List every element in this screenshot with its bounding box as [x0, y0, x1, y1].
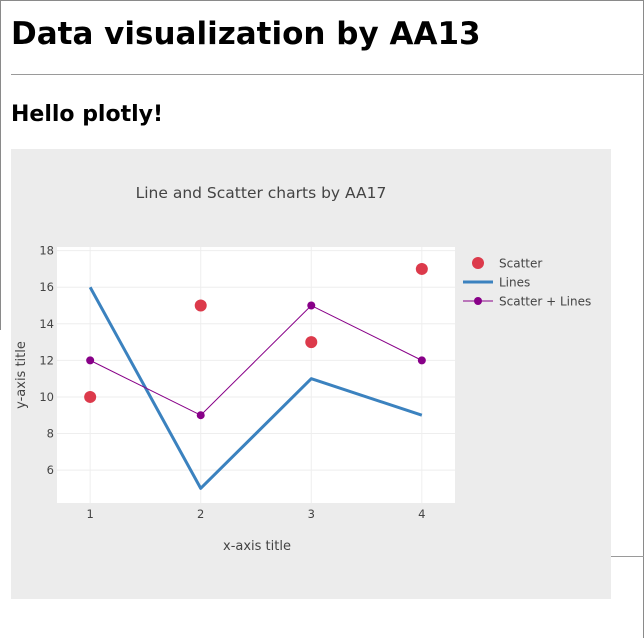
y-tick-labels: 6 8 10 12 14 16 18 — [39, 244, 54, 477]
x-tick-label: 4 — [418, 507, 425, 521]
page-subtitle: Hello plotly! — [11, 102, 164, 127]
x-axis-title: x-axis title — [223, 539, 291, 554]
y-tick-label: 14 — [39, 317, 54, 331]
horizontal-rule-secondary — [611, 556, 644, 557]
legend-marker-swatch — [474, 297, 482, 305]
series-layer — [84, 262, 428, 490]
y-tick-label: 8 — [47, 427, 54, 441]
legend-label: Scatter — [499, 257, 542, 271]
chart-legend: Scatter Lines Scatter + Lines — [463, 257, 591, 309]
legend-item-scatter[interactable]: Scatter — [472, 257, 542, 271]
series-scatter[interactable] — [84, 262, 428, 403]
window-top-border — [0, 0, 643, 1]
series-scatter-lines-line[interactable] — [89, 305, 423, 416]
series-scatter-point[interactable] — [415, 262, 428, 275]
series-scatter-lines-point[interactable] — [86, 356, 95, 365]
series-scatter-point[interactable] — [84, 390, 97, 403]
x-tick-labels: 1 2 3 4 — [87, 507, 426, 521]
legend-label: Lines — [499, 276, 530, 290]
horizontal-rule — [11, 74, 644, 75]
grid-lines — [57, 247, 455, 503]
series-scatter-lines[interactable] — [86, 301, 426, 420]
legend-item-lines[interactable]: Lines — [463, 276, 530, 290]
x-tick-label: 1 — [87, 507, 94, 521]
page-title: Data visualization by AA13 — [11, 16, 481, 52]
y-tick-label: 18 — [39, 244, 54, 258]
series-scatter-point[interactable] — [305, 336, 318, 349]
legend-label: Scatter + Lines — [499, 295, 591, 309]
legend-item-scatter-lines[interactable]: Scatter + Lines — [463, 295, 591, 309]
x-tick-label: 2 — [197, 507, 204, 521]
y-tick-label: 6 — [47, 463, 54, 477]
series-scatter-point[interactable] — [194, 299, 207, 312]
x-tick-label: 3 — [308, 507, 315, 521]
series-scatter-lines-point[interactable] — [307, 301, 316, 310]
y-axis-title: y-axis title — [14, 341, 29, 409]
legend-marker-swatch — [472, 257, 484, 269]
plot-area-background[interactable] — [57, 247, 455, 503]
series-scatter-lines-point[interactable] — [196, 411, 205, 420]
chart-title: Line and Scatter charts by AA17 — [136, 184, 387, 202]
y-tick-label: 10 — [39, 390, 54, 404]
y-tick-label: 16 — [39, 280, 54, 294]
window-left-border — [0, 0, 1, 330]
y-tick-label: 12 — [39, 353, 54, 367]
series-scatter-lines-point[interactable] — [417, 356, 426, 365]
